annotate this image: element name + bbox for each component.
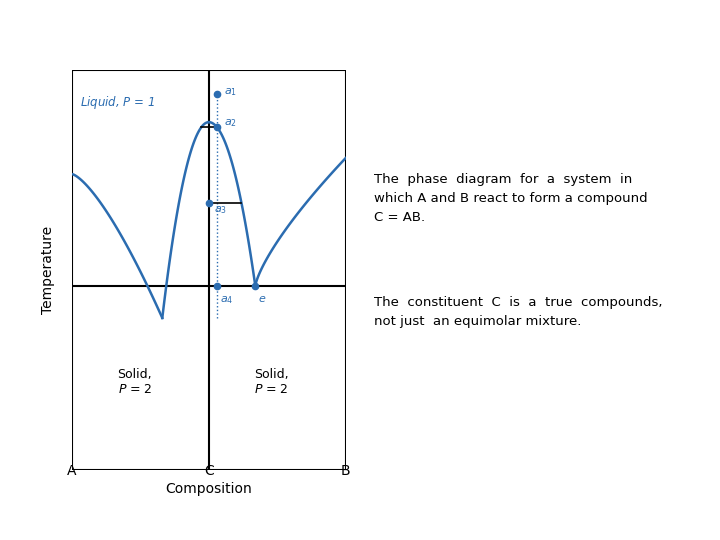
Text: $a_1$: $a_1$ — [224, 86, 237, 98]
Text: Temperature: Temperature — [40, 226, 55, 314]
Text: A: A — [67, 464, 77, 478]
Text: Composition: Composition — [166, 482, 252, 496]
Text: B: B — [341, 464, 351, 478]
Text: $e$: $e$ — [258, 294, 266, 304]
Text: The  phase  diagram  for  a  system  in
which A and B react to form a compound
C: The phase diagram for a system in which … — [374, 173, 648, 224]
Text: The  constituent  C  is  a  true  compounds,
not just  an equimolar mixture.: The constituent C is a true compounds, n… — [374, 296, 663, 328]
Text: Solid,
$P$ = 2: Solid, $P$ = 2 — [117, 368, 152, 396]
Text: C: C — [204, 464, 214, 478]
Text: $a_2$: $a_2$ — [224, 117, 237, 129]
Text: Liquid, $P$ = 1: Liquid, $P$ = 1 — [80, 93, 156, 111]
Text: Solid,
$P$ = 2: Solid, $P$ = 2 — [254, 368, 289, 396]
Text: $a_4$: $a_4$ — [220, 294, 233, 306]
Text: $a_3$: $a_3$ — [215, 205, 228, 217]
